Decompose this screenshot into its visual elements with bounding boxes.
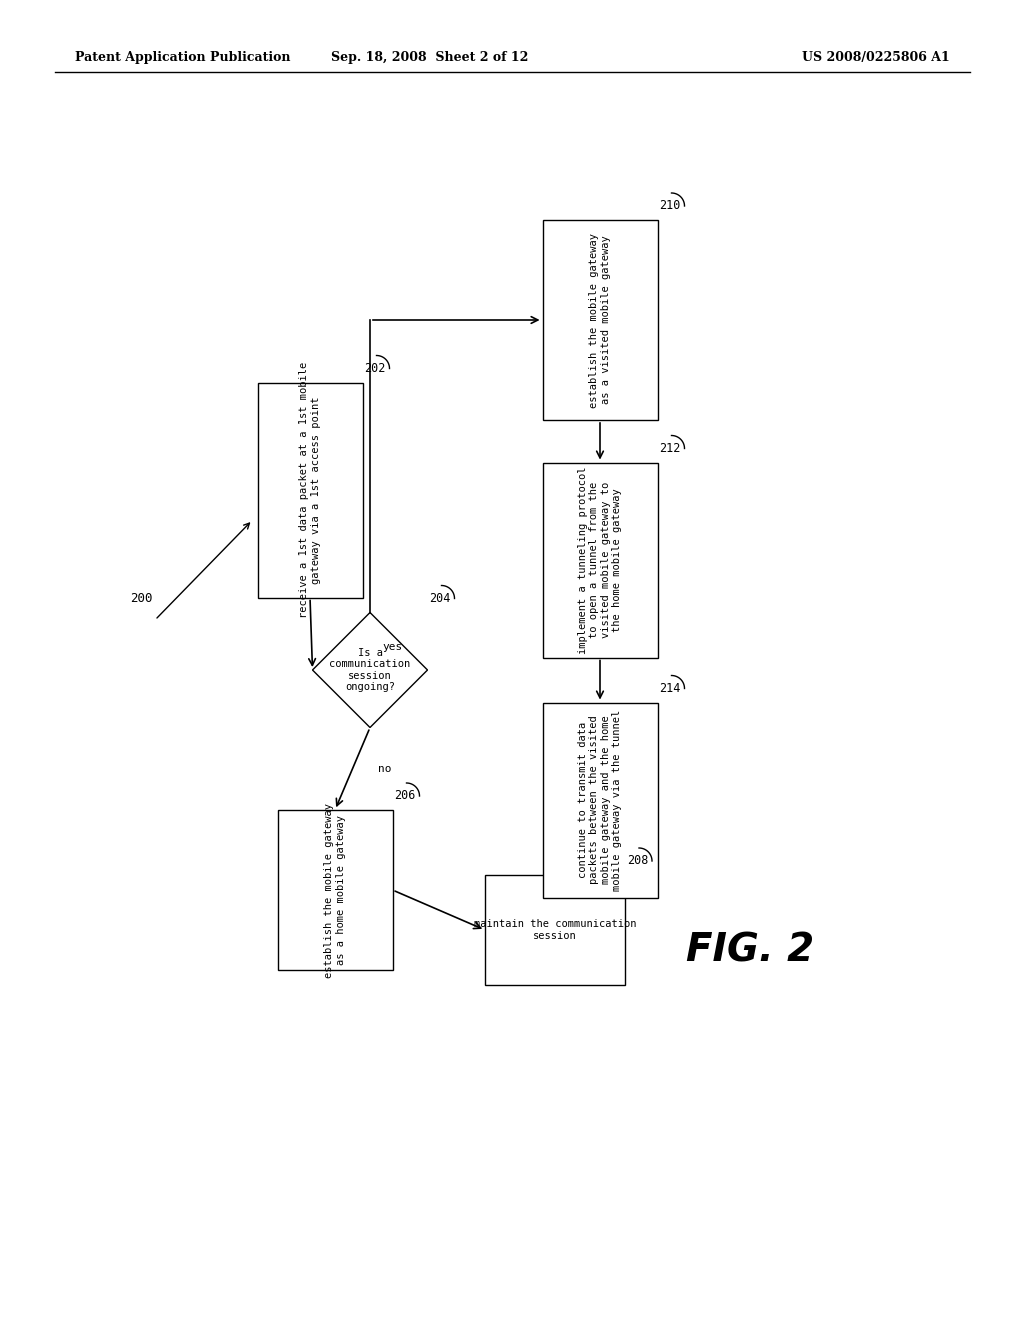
Text: 214: 214	[659, 681, 681, 694]
Text: Is a
communication
session
ongoing?: Is a communication session ongoing?	[330, 648, 411, 693]
Text: implement a tunneling protocol
to open a tunnel from the
visited mobile gateway : implement a tunneling protocol to open a…	[578, 466, 623, 653]
Text: no: no	[378, 764, 391, 774]
Text: 200: 200	[130, 591, 153, 605]
Text: continue to transmit data
packets between the visited
mobile gateway and the hom: continue to transmit data packets betwee…	[578, 709, 623, 891]
FancyBboxPatch shape	[278, 810, 392, 970]
Text: receive a 1st data packet at a 1st mobile
gateway via a 1st access point: receive a 1st data packet at a 1st mobil…	[299, 362, 321, 618]
Text: maintain the communication
session: maintain the communication session	[474, 919, 636, 941]
Text: yes: yes	[382, 643, 402, 652]
Text: 208: 208	[627, 854, 648, 867]
FancyBboxPatch shape	[485, 875, 625, 985]
Text: 202: 202	[365, 362, 386, 375]
FancyBboxPatch shape	[543, 702, 657, 898]
Text: 206: 206	[394, 789, 416, 803]
FancyBboxPatch shape	[543, 220, 657, 420]
FancyBboxPatch shape	[543, 462, 657, 657]
FancyBboxPatch shape	[257, 383, 362, 598]
Text: 204: 204	[429, 591, 451, 605]
Text: Patent Application Publication: Patent Application Publication	[75, 51, 291, 65]
Text: Sep. 18, 2008  Sheet 2 of 12: Sep. 18, 2008 Sheet 2 of 12	[332, 51, 528, 65]
Text: US 2008/0225806 A1: US 2008/0225806 A1	[802, 51, 950, 65]
Text: FIG. 2: FIG. 2	[686, 931, 814, 969]
Text: establish the mobile gateway
as a visited mobile gateway: establish the mobile gateway as a visite…	[589, 232, 610, 408]
Text: 212: 212	[659, 441, 681, 454]
Text: establish the mobile gateway
as a home mobile gateway: establish the mobile gateway as a home m…	[325, 803, 346, 978]
Polygon shape	[312, 612, 427, 727]
Text: 210: 210	[659, 199, 681, 213]
